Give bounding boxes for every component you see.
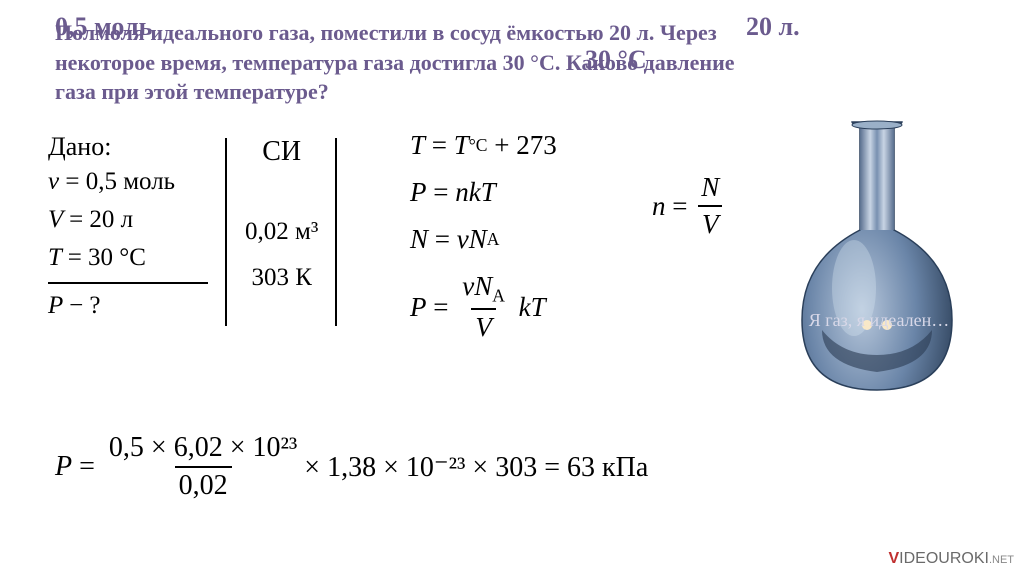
formula-p-nkt: P = nkT [410,177,557,208]
overlay-half-mole: 0,5 моль [55,12,152,42]
vertical-line-1 [225,138,227,326]
overlay-temp: 30 °C [585,45,647,75]
given-volume: V = 20 л [48,206,208,234]
overlay-volume: 20 л. [746,12,800,42]
formula-n-na: N = νNA [410,224,557,255]
given-nu: ν = 0,5 моль [48,168,208,196]
watermark-text: IDEOUROKI [899,550,989,567]
final-calculation: P = 0,5 × 6,02 × 10²³ 0,02 × 1,38 × 10⁻²… [55,432,648,502]
problem-line3: газа при этой температуре? [55,79,329,104]
given-temp: T = 30 °C [48,244,208,272]
formula-p-frac: P = νNA V kT [410,271,557,343]
problem-line1: Полмоля идеального газа, поместили в сос… [55,20,717,45]
watermark-net: .NET [989,554,1014,566]
formulas-block: T = T°C + 273 P = nkT N = νNA P = νNA V … [410,130,557,359]
formula-t-conv: T = T°C + 273 [410,130,557,161]
vertical-line-2 [335,138,337,326]
watermark: VIDEOUROKI.NET [888,550,1014,568]
si-label: СИ [245,136,318,168]
si-volume: 0,02 м³ [245,218,318,246]
problem-statement: Полмоля идеального газа, поместили в сос… [55,18,975,107]
flask-icon [772,120,982,400]
given-divider [48,282,208,284]
flask-image [772,120,982,400]
given-find: P − ? [48,292,208,320]
si-temp: 303 К [245,264,318,292]
flask-caption: Я газ, я идеален… [804,310,954,331]
given-block: Дано: ν = 0,5 моль V = 20 л T = 30 °C P … [48,132,208,330]
si-block: СИ 0,02 м³ 303 К [245,136,318,310]
given-label: Дано: [48,132,208,162]
formula-n-eq: n = N V [652,172,726,240]
watermark-v: V [888,550,899,567]
